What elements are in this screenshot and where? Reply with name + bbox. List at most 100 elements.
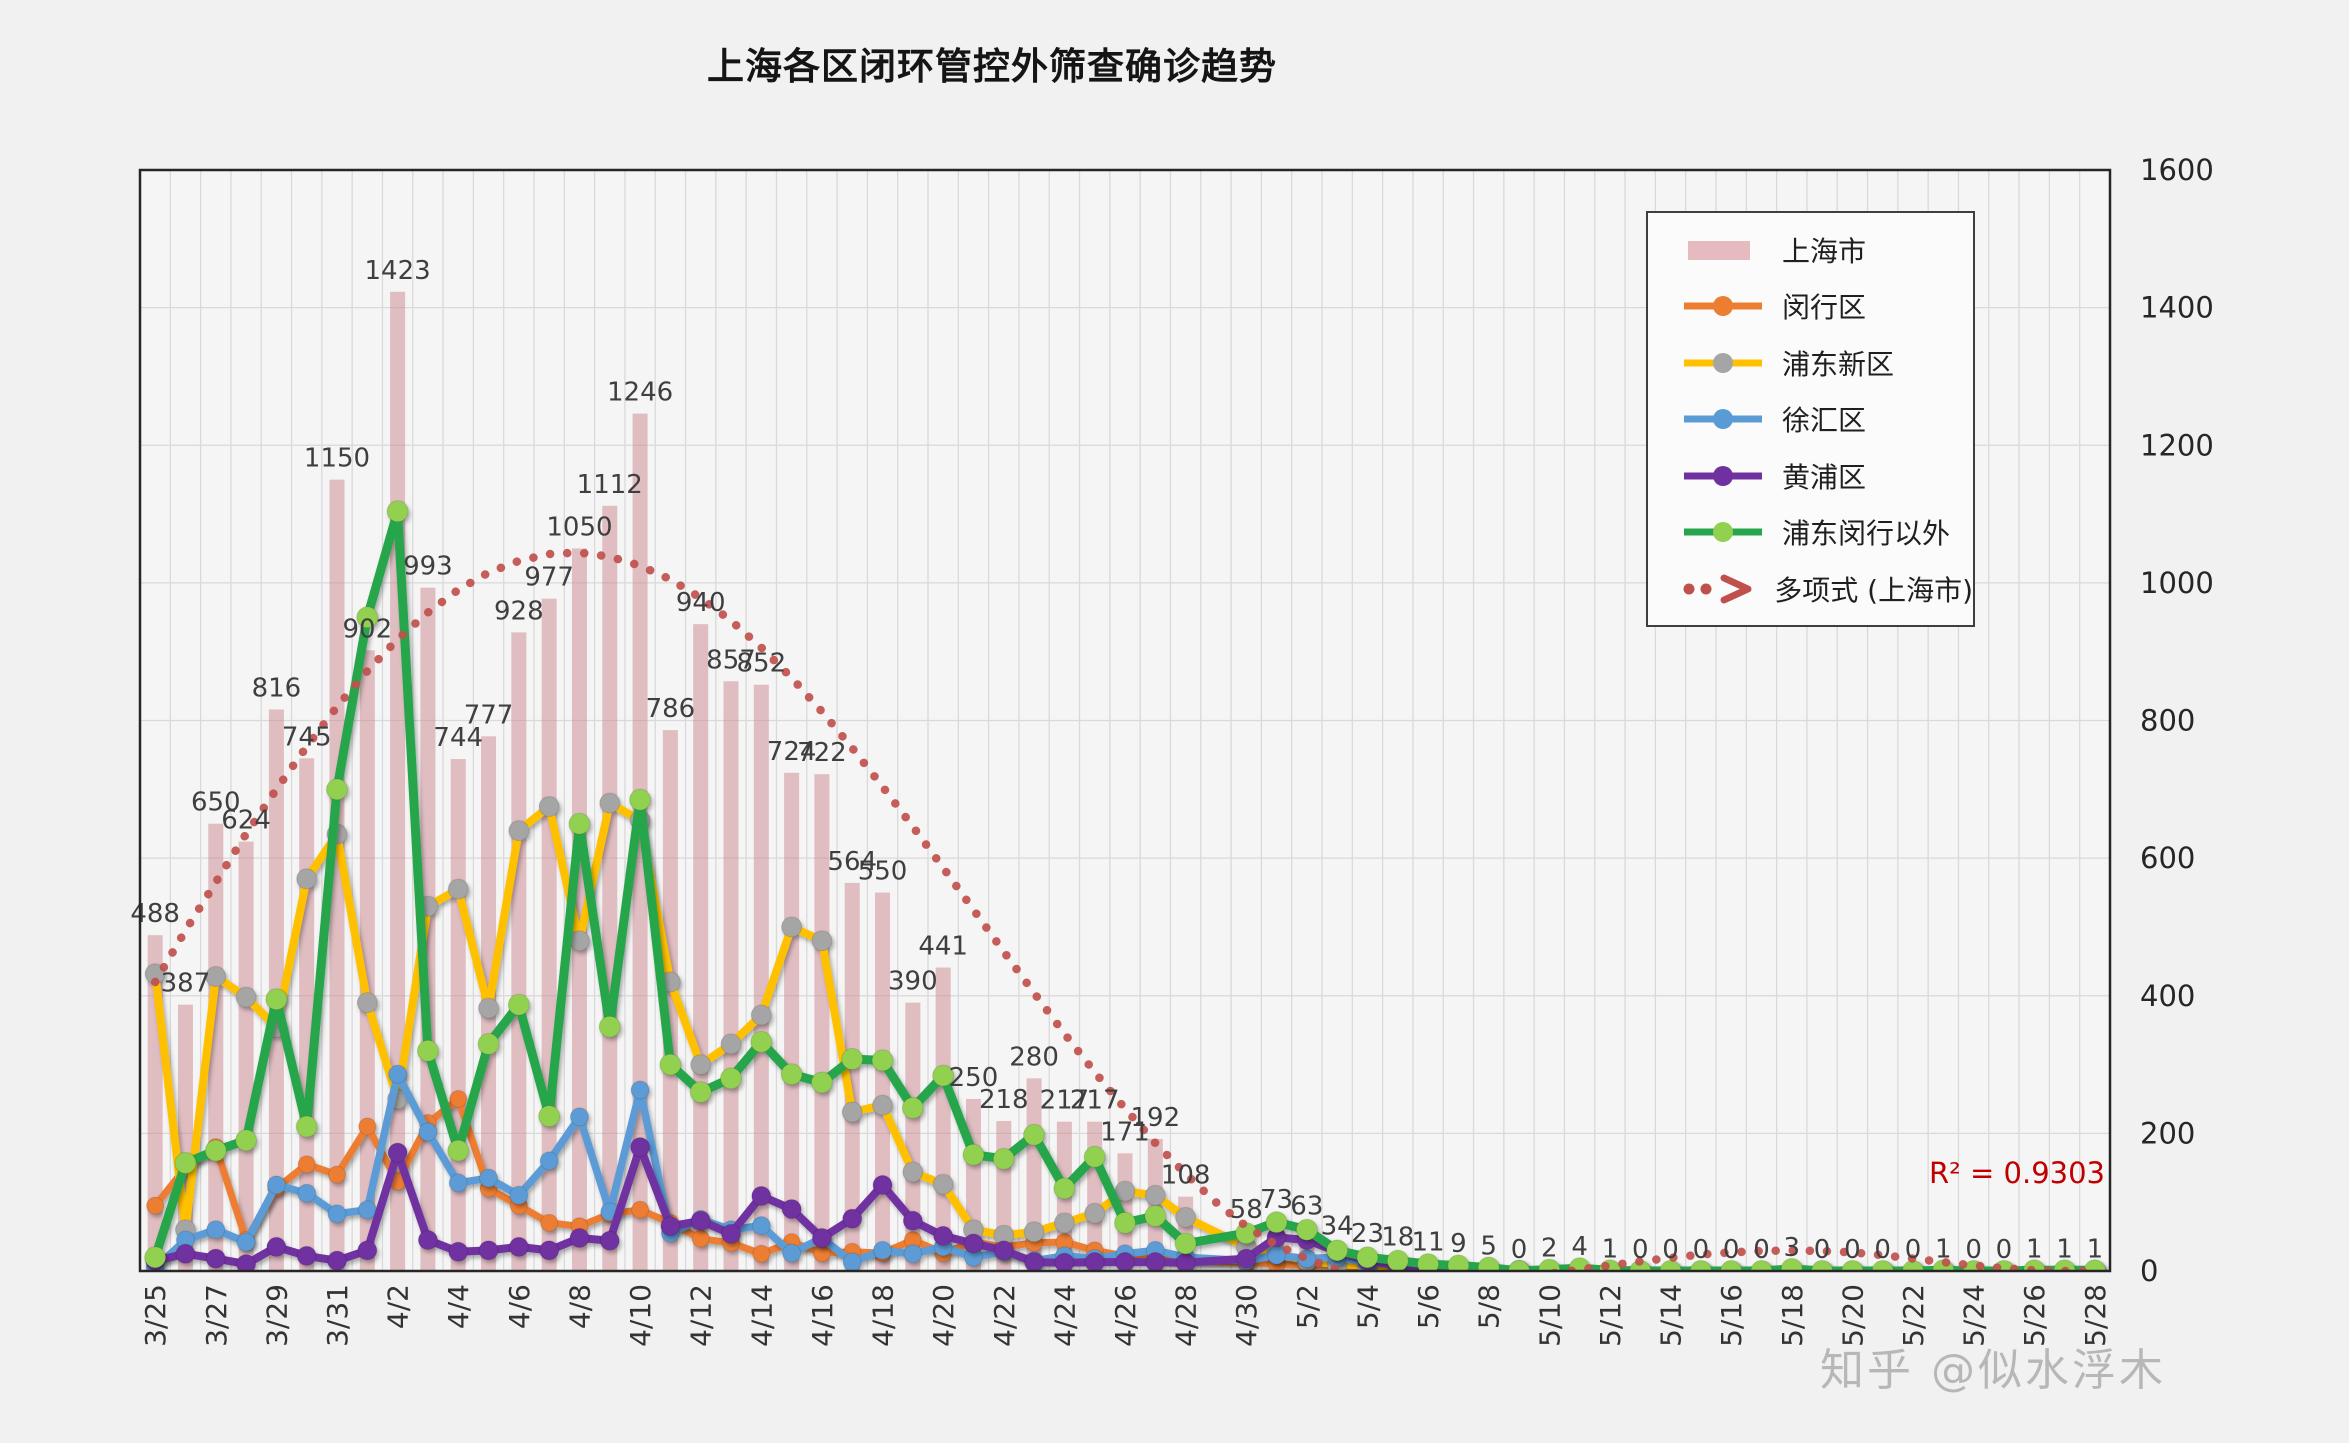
data-point	[174, 1151, 197, 1174]
bar	[723, 681, 739, 1271]
data-point	[690, 1210, 711, 1231]
data-point	[750, 1030, 773, 1053]
data-point	[902, 1210, 923, 1231]
bar-value-label: 390	[888, 967, 938, 997]
x-tick-label: 5/24	[1958, 1284, 1991, 1347]
data-point	[1175, 1252, 1196, 1271]
data-point	[508, 1236, 529, 1257]
bar	[784, 772, 800, 1271]
bar-value-label: 58	[1230, 1195, 1263, 1225]
x-tick-label: 5/4	[1352, 1284, 1385, 1329]
legend-line-swatch-icon	[1684, 352, 1762, 373]
y-tick-label: 400	[2140, 979, 2195, 1013]
bar-value-label: 5	[1480, 1232, 1497, 1262]
data-point	[1780, 1257, 1803, 1271]
data-point	[1417, 1253, 1440, 1271]
bar-value-label: 387	[161, 969, 211, 999]
data-point	[356, 606, 379, 629]
data-point	[1174, 1232, 1197, 1255]
bar-value-label: 1150	[304, 444, 370, 474]
bar-value-label: 171	[1100, 1117, 1150, 1147]
x-tick-label: 4/22	[988, 1284, 1021, 1347]
bar-value-label: 993	[403, 552, 453, 582]
data-point	[266, 1236, 287, 1257]
x-tick-label: 4/14	[745, 1284, 778, 1347]
bar-value-label: 108	[1161, 1161, 1211, 1191]
bar-value-label: 0	[1844, 1235, 1861, 1265]
data-point	[416, 1039, 439, 1062]
data-point	[933, 1225, 954, 1246]
data-point	[689, 1081, 712, 1104]
data-point	[327, 1204, 347, 1224]
data-point	[720, 1033, 742, 1055]
x-tick-label: 5/26	[2018, 1284, 2051, 1347]
data-point	[266, 1175, 286, 1195]
data-point	[690, 1054, 712, 1076]
data-point	[509, 1185, 529, 1205]
data-point	[296, 868, 318, 890]
bar	[450, 759, 466, 1271]
x-tick-label: 4/2	[382, 1284, 415, 1329]
bar-value-label: 0	[1511, 1235, 1528, 1265]
data-point	[204, 1139, 227, 1162]
data-point	[1356, 1246, 1379, 1269]
x-tick-label: 5/28	[2079, 1284, 2112, 1347]
data-point	[1023, 1221, 1045, 1243]
data-point	[630, 1080, 650, 1100]
data-point	[1175, 1206, 1197, 1228]
x-axis-labels: 3/25 3/27 3/29 3/31 4/2 4/4 4/6 4/8 4/10 4/12 4/14…	[139, 1284, 2112, 1347]
bar-value-label: 564	[827, 847, 877, 877]
bar	[844, 882, 860, 1271]
data-point	[810, 1071, 833, 1094]
data-point	[144, 1246, 167, 1269]
data-point	[932, 1064, 955, 1087]
data-point	[598, 1015, 621, 1038]
bar	[359, 650, 375, 1271]
data-point	[447, 878, 469, 900]
bar-value-label: 441	[918, 932, 968, 962]
trendline-polynomial	[150, 548, 2100, 1271]
data-point	[1265, 1211, 1288, 1234]
data-point	[358, 1117, 377, 1136]
data-point	[1750, 1260, 1773, 1271]
data-point	[1447, 1254, 1470, 1271]
data-point	[872, 1174, 893, 1195]
data-point	[326, 778, 348, 801]
data-point	[752, 1244, 771, 1263]
x-tick-label: 4/4	[442, 1284, 475, 1329]
data-point	[205, 965, 227, 987]
bar-value-label: 0	[1753, 1235, 1770, 1265]
data-point	[236, 1232, 256, 1252]
legend-trend-swatch-icon	[1683, 574, 1752, 603]
data-point	[873, 1240, 893, 1260]
data-point	[568, 812, 591, 835]
data-point	[507, 993, 530, 1016]
legend-bar-swatch-icon	[1688, 240, 1750, 260]
bar-value-label: 624	[221, 806, 271, 836]
bar-value-label: 852	[736, 649, 786, 679]
legend-label: 黄浦区	[1782, 460, 1867, 494]
bar-value-label: 1	[2026, 1234, 2043, 1264]
bar	[905, 1002, 921, 1271]
data-point	[1386, 1249, 1409, 1271]
data-point	[235, 1129, 258, 1152]
bar-value-label: 2	[1541, 1234, 1558, 1264]
data-point	[448, 1241, 469, 1262]
data-point	[447, 1139, 470, 1162]
data-point	[751, 1185, 772, 1206]
legend-line-swatch-icon	[1684, 465, 1762, 486]
data-point	[691, 1229, 710, 1248]
data-point	[328, 1165, 346, 1184]
bar-value-label: 3	[1783, 1233, 1800, 1263]
data-point	[721, 1223, 741, 1244]
data-point	[903, 1244, 923, 1264]
data-point	[1295, 1218, 1318, 1241]
y-tick-label: 1000	[2140, 566, 2214, 600]
bar	[329, 479, 345, 1271]
data-point	[265, 988, 288, 1011]
data-point	[1084, 1252, 1105, 1271]
bar-value-labels: 4883876506248167451150902142399374477792…	[130, 256, 2103, 1265]
data-point	[357, 1200, 377, 1220]
data-point	[296, 1245, 317, 1266]
r-squared-label: R² = 0.9303	[1929, 1156, 2105, 1190]
